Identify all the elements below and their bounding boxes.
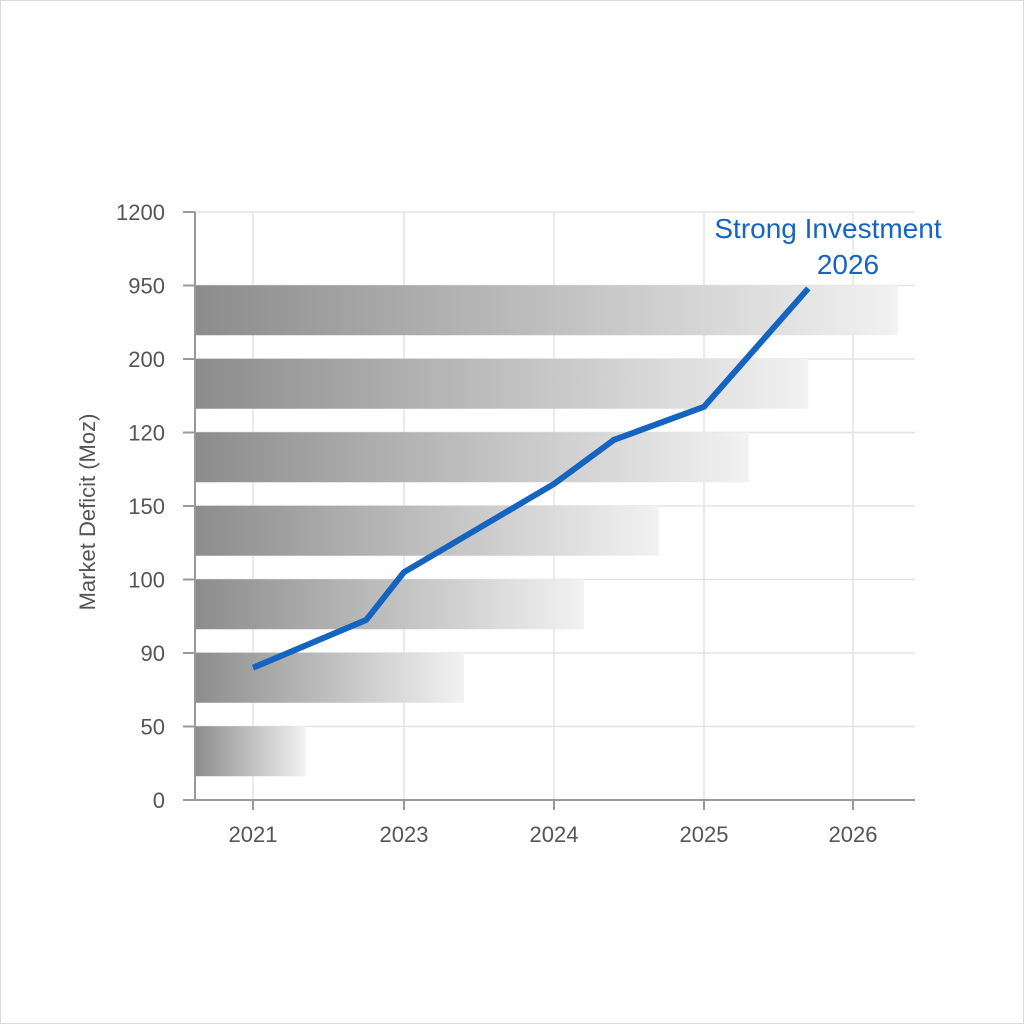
bar (195, 285, 898, 336)
trend-line (251, 286, 811, 671)
y-tick-label: 120 (128, 421, 165, 446)
x-tick-label: 2025 (680, 822, 729, 847)
annotation-line-2: 2026 (817, 249, 879, 280)
annotation-line-1: Strong Investment (714, 213, 941, 244)
y-axis-label: Market Deficit (Moz) (75, 414, 100, 611)
y-tick-label: 1200 (116, 200, 165, 225)
y-tick-label: 50 (141, 715, 165, 740)
y-tick-label: 200 (128, 347, 165, 372)
x-tick-label: 2024 (530, 822, 579, 847)
bar (195, 432, 749, 483)
x-tick-label: 2026 (829, 822, 878, 847)
bar (195, 652, 464, 703)
y-tick-label: 100 (128, 568, 165, 593)
y-tick-labels: 0 50 90 100 150 120 200 950 1200 (116, 200, 165, 813)
y-tick-label: 150 (128, 494, 165, 519)
bar (195, 358, 809, 409)
y-tick-label: 950 (128, 274, 165, 299)
axes (183, 211, 915, 810)
y-tick-label: 0 (153, 788, 165, 813)
trend-line-series (251, 286, 811, 671)
bar (195, 505, 659, 556)
bar (195, 726, 306, 777)
x-tick-label: 2023 (380, 822, 429, 847)
y-tick-label: 90 (141, 641, 165, 666)
bars (195, 285, 898, 777)
x-tick-label: 2021 (229, 822, 278, 847)
x-tick-labels: 2021 2023 2024 2025 2026 (229, 822, 878, 847)
